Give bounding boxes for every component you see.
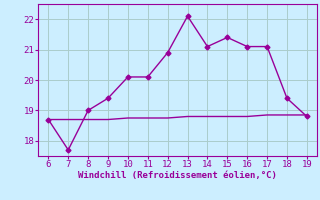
X-axis label: Windchill (Refroidissement éolien,°C): Windchill (Refroidissement éolien,°C) <box>78 171 277 180</box>
